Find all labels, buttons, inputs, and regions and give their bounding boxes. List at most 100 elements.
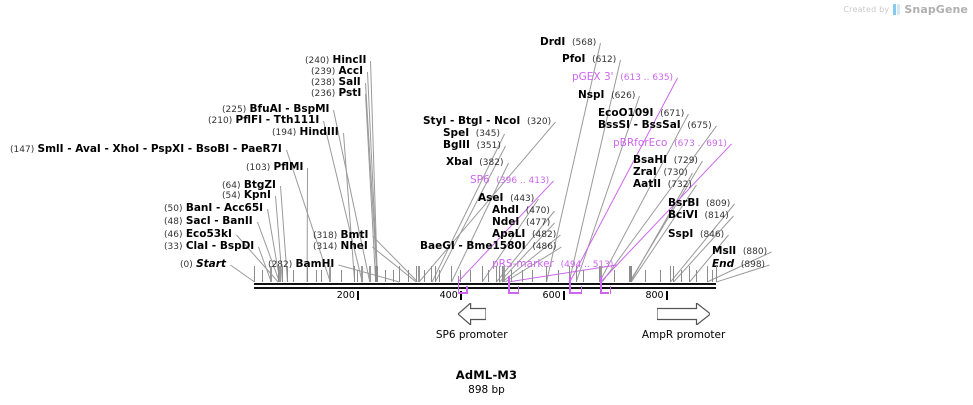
restriction-site-tick: [450, 266, 452, 282]
restriction-site-tick: [439, 270, 441, 282]
feature-label-sp6[interactable]: SP6 (396 .. 413): [470, 175, 549, 187]
restriction-site-tick: [423, 270, 425, 282]
restriction-site-tick: [269, 266, 272, 282]
ruler-tick: [459, 291, 462, 300]
restriction-site-tick: [499, 266, 501, 282]
enzyme-label-sspi[interactable]: SspI (846): [668, 229, 724, 241]
enzyme-label-pflmi[interactable]: (103) PflMI: [246, 162, 303, 174]
enzyme-label-acci[interactable]: (239) AccI: [311, 66, 363, 78]
enzyme-name: AatII: [633, 178, 662, 190]
enzyme-label-sali[interactable]: (238) SalI: [311, 77, 361, 89]
enzyme-name: BmtI: [340, 229, 369, 241]
enzyme-label-zrai[interactable]: ZraI (730): [633, 167, 688, 179]
feature-span-bar[interactable]: [457, 292, 467, 294]
ruler-tick: [562, 291, 565, 300]
enzyme-name: HincII: [332, 54, 367, 66]
enzyme-label-clai[interactable]: (33) ClaI - BspDI: [164, 240, 255, 253]
enzyme-label-xbai[interactable]: XbaI (382): [446, 157, 504, 169]
enzyme-label-ecoo109i[interactable]: EcoO109I (671): [598, 108, 684, 120]
enzyme-name: BsrBI: [668, 197, 700, 209]
enzyme-position: (210): [208, 116, 233, 126]
created-by-label: Created by: [843, 5, 890, 14]
feature-marker[interactable]: [457, 276, 460, 294]
enzyme-label-apali[interactable]: ApaLI (482): [492, 229, 556, 241]
enzyme-label-bani[interactable]: (50) BanI - Acc65I: [164, 202, 264, 215]
enzyme-label-bcivi[interactable]: BciVI (814): [668, 210, 729, 222]
terminus-label-end[interactable]: End (898): [712, 259, 765, 271]
enzyme-label-eco53ki[interactable]: (46) Eco53kI: [164, 229, 232, 241]
enzyme-label-hincii[interactable]: (240) HincII: [305, 55, 366, 67]
enzyme-name: ZraI: [633, 166, 657, 178]
restriction-site-tick: [320, 270, 322, 282]
enzyme-label-hindiii[interactable]: (194) HindIII: [272, 127, 339, 139]
feature-span-bar[interactable]: [508, 292, 518, 294]
enzyme-label-bglii[interactable]: BglII (351): [443, 140, 501, 152]
coordinate-ruler: 200 400 600 800: [0, 290, 973, 305]
feature-marker[interactable]: [508, 276, 510, 294]
enzyme-label-btgzi[interactable]: (64) BtgZI: [222, 180, 276, 192]
enzyme-label-spei[interactable]: SpeI (345): [443, 128, 500, 140]
enzyme-label-drdi[interactable]: DrdI (568): [540, 37, 596, 49]
feature-label-prs-marker[interactable]: pRS-marker (494 .. 513): [492, 259, 613, 271]
enzyme-label-nhei[interactable]: (314) NheI: [313, 241, 368, 253]
enzyme-name: MslI: [712, 245, 737, 257]
enzyme-position: (382): [479, 158, 504, 168]
enzyme-label-ndei[interactable]: NdeI (477): [492, 217, 550, 229]
feature-label-pgex-3-[interactable]: pGEX 3' (613 .. 635): [572, 72, 673, 84]
enzyme-position: (0): [180, 260, 193, 270]
feature-span-bar[interactable]: [600, 292, 610, 294]
restriction-site-tick: [286, 266, 288, 282]
enzyme-label-pfoi[interactable]: PfoI (612): [562, 54, 616, 66]
feature-label-pbrforeco[interactable]: pBRforEco (673 .. 691): [613, 138, 727, 150]
feature-marker[interactable]: [569, 276, 571, 294]
enzyme-label-nspi[interactable]: NspI (626): [578, 90, 635, 102]
restriction-site-tick: [629, 266, 631, 282]
restriction-site-tick: [576, 266, 578, 282]
enzyme-label-ahdi[interactable]: AhdI (470): [492, 205, 550, 217]
enzyme-name: SspI: [668, 228, 694, 240]
enzyme-name: Eco53kI: [185, 228, 232, 240]
enzyme-name: HindIII: [299, 126, 339, 138]
feature-span-bar[interactable]: [569, 292, 581, 294]
promoter-arrow-icon: [456, 301, 487, 327]
enzyme-name: PspXI: [150, 143, 185, 155]
enzyme-position: (732): [667, 180, 692, 190]
enzyme-label-msli[interactable]: MslI (880): [712, 246, 767, 258]
enzyme-label-bsssi[interactable]: BssSI - BssSaI (675): [598, 119, 712, 132]
enzyme-label-psti[interactable]: (236) PstI: [311, 88, 361, 100]
feature-marker[interactable]: [600, 276, 602, 294]
enzyme-label-bamhi[interactable]: (282) BamHI: [268, 259, 334, 271]
enzyme-label-pflfi[interactable]: (210) PflFI - Tth111I: [208, 114, 320, 127]
enzyme-label-aatii[interactable]: AatII (732): [633, 179, 692, 191]
enzyme-label-bmti[interactable]: (318) BmtI: [313, 230, 368, 242]
enzyme-name: BsoBI: [195, 143, 230, 155]
restriction-site-tick: [716, 266, 717, 282]
enzyme-label-baegi[interactable]: BaeGI - Bme1580I (486): [420, 240, 557, 253]
map-footer: AdML-M3 898 bp: [0, 368, 973, 396]
restriction-site-tick: [495, 266, 497, 282]
restriction-site-tick: [670, 266, 672, 282]
promoter-ampr[interactable]: AmpR promoter: [642, 301, 725, 341]
enzyme-name: XhoI: [112, 143, 140, 155]
terminus-label-start[interactable]: (0) Start: [180, 259, 226, 271]
enzyme-label-bsrbi[interactable]: BsrBI (809): [668, 198, 730, 210]
enzyme-label-bfuai[interactable]: (225) BfuAI - BspMI: [222, 103, 330, 116]
enzyme-position: (33): [164, 242, 183, 252]
restriction-site-tick: [375, 266, 377, 282]
enzyme-label-saci[interactable]: (48) SacI - BanII: [164, 215, 253, 228]
enzyme-name: BanI: [185, 202, 213, 214]
enzyme-position: (814): [704, 211, 729, 221]
enzyme-label-asei[interactable]: AseI (443): [478, 193, 534, 205]
feature-range: (396 .. 413): [496, 176, 550, 186]
enzyme-label-smli[interactable]: (147) SmlI - AvaI - XhoI - PspXI - BsoBI…: [10, 143, 282, 156]
enzyme-label-kpni[interactable]: (54) KpnI: [222, 190, 271, 202]
restriction-site-tick: [696, 270, 698, 282]
enzyme-label-styi[interactable]: StyI - BtgI - NcoI (320): [423, 115, 552, 128]
leader-line: [230, 264, 255, 283]
enzyme-name: BfuAI: [249, 103, 282, 115]
enzyme-position: (50): [164, 204, 183, 214]
promoter-sp6[interactable]: SP6 promoter: [436, 301, 508, 341]
enzyme-label-bsahi[interactable]: BsaHI (729): [633, 155, 698, 167]
restriction-site-tick: [521, 270, 523, 282]
restriction-site-tick: [459, 270, 461, 282]
